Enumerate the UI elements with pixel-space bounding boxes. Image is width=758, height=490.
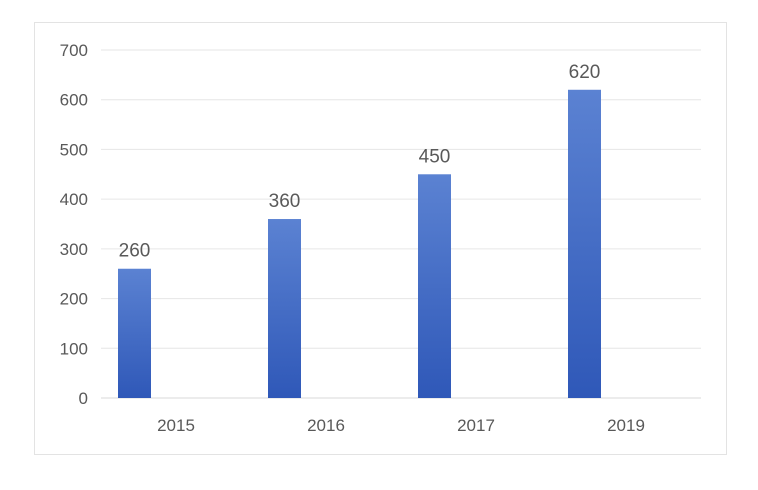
data-label-2016: 360 (269, 191, 301, 212)
data-label-2015: 260 (119, 241, 151, 262)
y-tick-label: 600 (60, 91, 88, 110)
data-label-2017: 450 (419, 146, 451, 167)
bar-2017 (418, 174, 451, 398)
x-tick-label: 2017 (457, 416, 495, 435)
y-axis-tick-labels: 0 100 200 300 400 500 600 700 (60, 41, 88, 408)
chart-frame: 0 100 200 300 400 500 600 700 2015 2016 2017 2019 … (34, 22, 727, 455)
bars (118, 89, 601, 399)
data-labels: 260 360 450 620 (119, 62, 601, 262)
x-axis-tick-labels: 2015 2016 2017 2019 (157, 416, 645, 435)
x-tick-label: 2019 (607, 416, 645, 435)
y-tick-label: 100 (60, 339, 88, 358)
y-tick-label: 200 (60, 290, 88, 309)
bar-2016 (268, 219, 301, 398)
data-label-2019: 620 (569, 62, 601, 83)
y-tick-label: 300 (60, 240, 88, 259)
bar-2015 (118, 268, 151, 398)
bar-2019 (568, 89, 601, 399)
y-tick-label: 0 (79, 389, 88, 408)
x-tick-label: 2015 (157, 416, 195, 435)
y-tick-label: 500 (60, 140, 88, 159)
x-tick-label: 2016 (307, 416, 345, 435)
y-tick-label: 400 (60, 190, 88, 209)
grid-lines (101, 49, 701, 399)
y-tick-label: 700 (60, 41, 88, 60)
